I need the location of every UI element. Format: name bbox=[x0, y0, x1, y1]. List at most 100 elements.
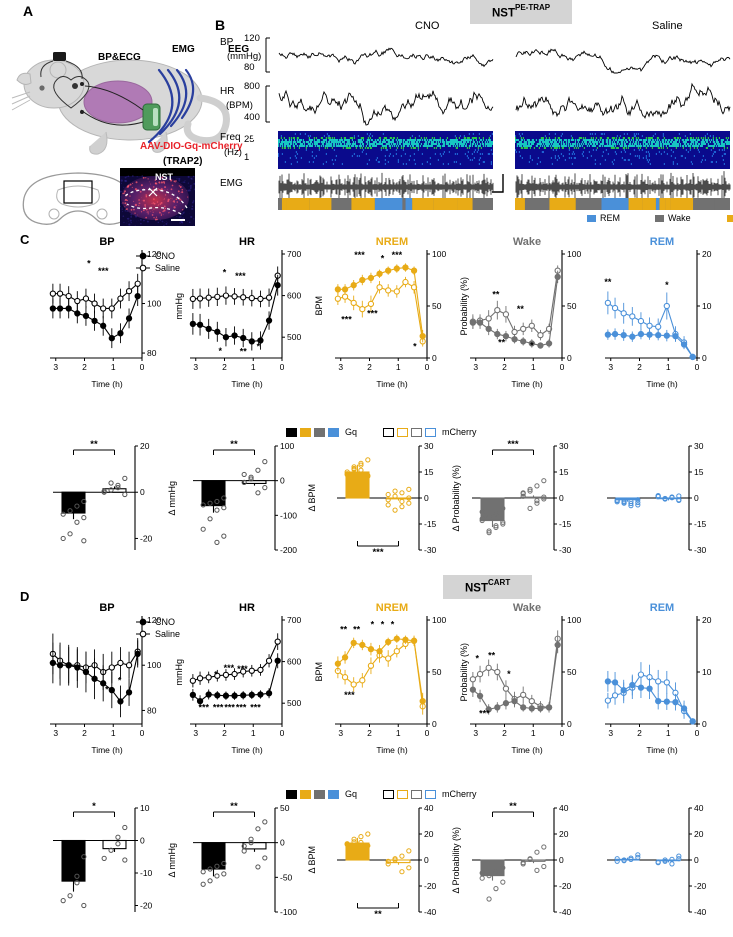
y-axis-label: Δ mmHg bbox=[167, 808, 177, 912]
svg-text:***: *** bbox=[507, 439, 518, 450]
svg-text:0: 0 bbox=[425, 728, 430, 738]
y-axis-label: BPM bbox=[314, 620, 324, 724]
svg-text:0: 0 bbox=[140, 836, 145, 846]
legend-swatch bbox=[397, 790, 408, 799]
chart-D-Wake: 0 50 100 0 1 2 3 * ** * *** Wake Time (h) bbox=[466, 604, 588, 744]
y-axis-label: Δ BPM bbox=[307, 808, 317, 912]
trace-condition-label: CNO bbox=[415, 20, 439, 32]
legend-swatch bbox=[383, 428, 394, 437]
chart-title: Wake bbox=[466, 236, 588, 248]
svg-text:**: ** bbox=[492, 290, 500, 300]
svg-text:***: *** bbox=[224, 702, 235, 712]
svg-text:2: 2 bbox=[502, 362, 507, 372]
svg-text:3: 3 bbox=[608, 362, 613, 372]
svg-text:***: *** bbox=[237, 664, 248, 674]
chart-C-dWake: -30 -15 0 15 30 *** bbox=[468, 438, 580, 558]
scale-max-bp: 120 bbox=[244, 33, 260, 44]
title-nst-pe-trap: NSTPE-TRAP bbox=[470, 0, 572, 24]
x-axis-label: Time (h) bbox=[46, 379, 168, 389]
label-emg: EMG bbox=[172, 44, 195, 55]
svg-text:0: 0 bbox=[695, 362, 700, 372]
chart-title: REM bbox=[601, 236, 723, 248]
series-legend-d: CNO Saline bbox=[136, 616, 180, 640]
scale-bp bbox=[264, 36, 274, 74]
svg-text:*: * bbox=[530, 341, 534, 351]
svg-text:0: 0 bbox=[559, 493, 564, 503]
group-legend-c: Gq mCherry bbox=[286, 427, 477, 437]
svg-text:20: 20 bbox=[702, 249, 712, 259]
svg-text:0: 0 bbox=[425, 362, 430, 372]
svg-text:***: *** bbox=[250, 702, 261, 712]
svg-text:1: 1 bbox=[531, 362, 536, 372]
svg-text:0: 0 bbox=[702, 719, 707, 729]
legend-swatch bbox=[727, 215, 733, 222]
x-axis-label: Time (h) bbox=[331, 745, 453, 755]
svg-text:-10: -10 bbox=[140, 868, 153, 878]
x-axis-label: Time (h) bbox=[601, 745, 723, 755]
title-superscript: CART bbox=[488, 578, 510, 587]
svg-text:0: 0 bbox=[560, 728, 565, 738]
svg-text:1: 1 bbox=[666, 362, 671, 372]
svg-text:*: * bbox=[371, 619, 375, 629]
svg-text:100: 100 bbox=[147, 660, 161, 670]
svg-text:-30: -30 bbox=[559, 545, 572, 555]
y-axis-label-text: mmHg bbox=[174, 659, 184, 686]
svg-text:3: 3 bbox=[338, 728, 343, 738]
svg-text:**: ** bbox=[340, 624, 348, 634]
svg-text:*: * bbox=[381, 253, 385, 263]
svg-text:20: 20 bbox=[559, 829, 569, 839]
svg-text:100: 100 bbox=[567, 615, 581, 625]
svg-text:**: ** bbox=[488, 650, 496, 660]
chart-D-dHR: -100 -50 0 50 ** Δ BPM bbox=[189, 800, 301, 920]
svg-text:40: 40 bbox=[559, 803, 569, 813]
hypnogram-legend-item: REM bbox=[587, 213, 620, 223]
svg-text:0: 0 bbox=[280, 838, 285, 848]
scale-min-bp: 80 bbox=[244, 62, 255, 73]
svg-text:20: 20 bbox=[140, 441, 150, 451]
legend-swatch bbox=[328, 428, 339, 437]
svg-text:2: 2 bbox=[637, 728, 642, 738]
y-axis-label: Δ Probability (%) bbox=[451, 446, 461, 550]
scale-max-hr: 800 bbox=[244, 81, 260, 92]
svg-text:0: 0 bbox=[280, 728, 285, 738]
chart-C-Wake: 0 50 100 0 1 2 3 * ** ** ** Wake Time (h) bbox=[466, 238, 588, 378]
legend-marker bbox=[136, 251, 150, 261]
svg-text:50: 50 bbox=[432, 301, 442, 311]
legend-swatch bbox=[286, 790, 297, 799]
chart-title: NREM bbox=[331, 602, 453, 614]
svg-text:*: * bbox=[507, 669, 511, 679]
x-axis-label: Time (h) bbox=[186, 379, 308, 389]
svg-text:600: 600 bbox=[287, 291, 301, 301]
y-axis-label-text: Probability (%) bbox=[459, 643, 469, 702]
svg-text:***: *** bbox=[344, 690, 355, 700]
svg-text:0: 0 bbox=[140, 728, 145, 738]
legend-label: CNO bbox=[155, 251, 175, 261]
svg-text:***: *** bbox=[341, 315, 352, 325]
channel-name-hr: HR bbox=[220, 86, 234, 97]
title-nst-cart: NSTCART bbox=[443, 575, 532, 599]
svg-text:50: 50 bbox=[432, 667, 442, 677]
svg-text:0: 0 bbox=[567, 719, 572, 729]
svg-text:2: 2 bbox=[367, 362, 372, 372]
svg-text:**: ** bbox=[517, 304, 525, 314]
svg-text:50: 50 bbox=[280, 803, 290, 813]
label-trap2: (TRAP2) bbox=[163, 156, 202, 167]
chart-D-dREM: -40 -20 0 20 40 bbox=[603, 800, 715, 920]
legend-swatch bbox=[314, 428, 325, 437]
y-axis-label-text: Δ BPM bbox=[307, 484, 317, 512]
svg-text:-15: -15 bbox=[559, 519, 572, 529]
svg-text:30: 30 bbox=[694, 441, 704, 451]
y-axis-label-text: Δ Probability (%) bbox=[451, 827, 461, 894]
svg-text:15: 15 bbox=[559, 467, 569, 477]
label-bp-ecg: BP&ECG bbox=[98, 52, 141, 63]
chart-C-dREM: -30 -15 0 15 30 bbox=[603, 438, 715, 558]
svg-text:***: *** bbox=[236, 702, 247, 712]
svg-text:**: ** bbox=[509, 801, 517, 812]
svg-text:-200: -200 bbox=[280, 545, 297, 555]
svg-text:***: *** bbox=[224, 663, 235, 673]
svg-text:3: 3 bbox=[193, 728, 198, 738]
svg-text:0: 0 bbox=[140, 487, 145, 497]
chart-C-dBP: -20 0 20 ** Δ mmHg bbox=[49, 438, 161, 558]
trace-bp bbox=[278, 34, 493, 76]
trace-hr bbox=[278, 82, 493, 127]
